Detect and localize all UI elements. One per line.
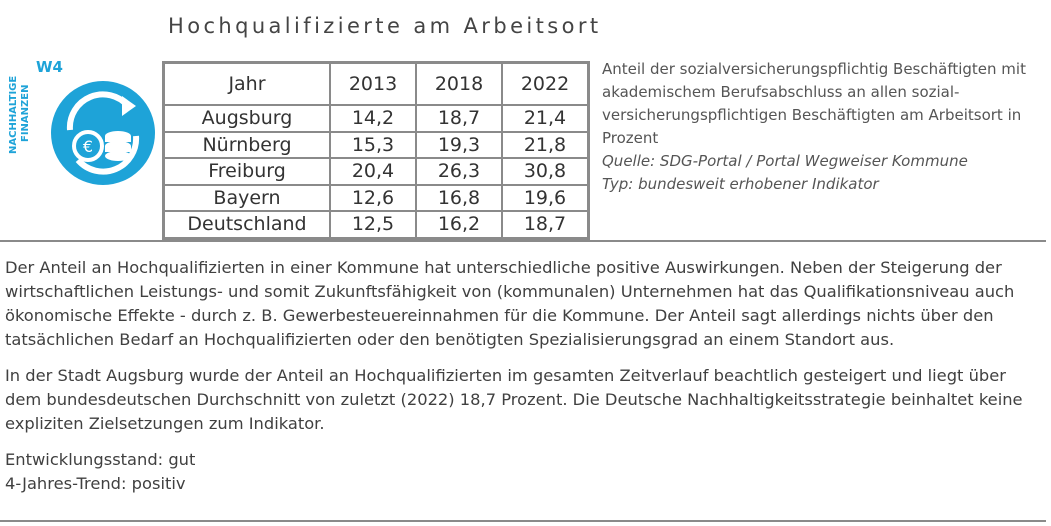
status-entwicklungsstand: Entwicklungsstand: gut [5, 450, 196, 469]
logo-side-line1: NACHHALTIGE [8, 75, 19, 154]
table-cell-region: Augsburg [162, 104, 331, 133]
table-row: Deutschland 12,5 16,2 18,7 [162, 210, 590, 239]
table-cell: 26,3 [415, 157, 503, 186]
indicator-table: Jahr 2013 2018 2022 Augsburg 14,2 18,7 2… [162, 61, 590, 240]
divider-bottom [0, 520, 1046, 522]
logo-side-text: NACHHALTIGE FINANZEN [6, 62, 40, 162]
table-header-cell: Jahr [162, 61, 331, 106]
logo-tag: W4 [36, 58, 63, 76]
logo-side-line2: FINANZEN [20, 84, 31, 142]
table-row: Augsburg 14,2 18,7 21,4 [162, 104, 590, 133]
table-header-cell: 2018 [415, 61, 503, 106]
table-row: Nürnberg 15,3 19,3 21,8 [162, 130, 590, 159]
status-trend: 4-Jahres-Trend: positiv [5, 474, 186, 493]
table-cell: 16,2 [415, 210, 503, 239]
coins-cycle-icon: € [51, 81, 155, 185]
indicator-description: Anteil der sozialversicherungspflichtig … [602, 58, 1042, 196]
table-cell: 18,7 [415, 104, 503, 133]
table-cell-region: Freiburg [162, 157, 331, 186]
table-row: Bayern 12,6 16,8 19,6 [162, 183, 590, 212]
description-type: Typ: bundesweit erhobener Indikator [602, 175, 879, 193]
table-cell: 18,7 [501, 210, 590, 239]
status-block: Entwicklungsstand: gut 4-Jahres-Trend: p… [5, 448, 1041, 496]
table-header-cell: 2013 [329, 61, 417, 106]
table-cell: 30,8 [501, 157, 590, 186]
table-cell: 19,6 [501, 183, 590, 212]
table-header-cell: 2022 [501, 61, 590, 106]
table-cell: 20,4 [329, 157, 417, 186]
table-cell: 15,3 [329, 130, 417, 159]
page-title: Hochqualifizierte am Arbeitsort [168, 14, 602, 38]
table-cell: 21,8 [501, 130, 590, 159]
table-cell: 12,6 [329, 183, 417, 212]
table-header-row: Jahr 2013 2018 2022 [162, 61, 590, 106]
table-cell-region: Deutschland [162, 210, 331, 239]
sdg-logo: NACHHALTIGE FINANZEN W4 € [4, 56, 160, 188]
table-row: Freiburg 20,4 26,3 30,8 [162, 157, 590, 186]
description-source: Quelle: SDG-Portal / Portal Wegweiser Ko… [602, 152, 968, 170]
divider-top [0, 240, 1046, 242]
paragraph: Der Anteil an Hochqualifizierten in eine… [5, 258, 1015, 349]
table-cell: 12,5 [329, 210, 417, 239]
table-cell-region: Bayern [162, 183, 331, 212]
table-cell: 16,8 [415, 183, 503, 212]
svg-text:€: € [83, 137, 93, 156]
description-text: Anteil der sozialversicherungspflichtig … [602, 60, 1026, 147]
table-cell: 14,2 [329, 104, 417, 133]
table-cell-region: Nürnberg [162, 130, 331, 159]
body-text: Der Anteil an Hochqualifizierten in eine… [5, 256, 1041, 496]
table-cell: 19,3 [415, 130, 503, 159]
table-cell: 21,4 [501, 104, 590, 133]
paragraph: In der Stadt Augsburg wurde der Anteil a… [5, 366, 1023, 433]
